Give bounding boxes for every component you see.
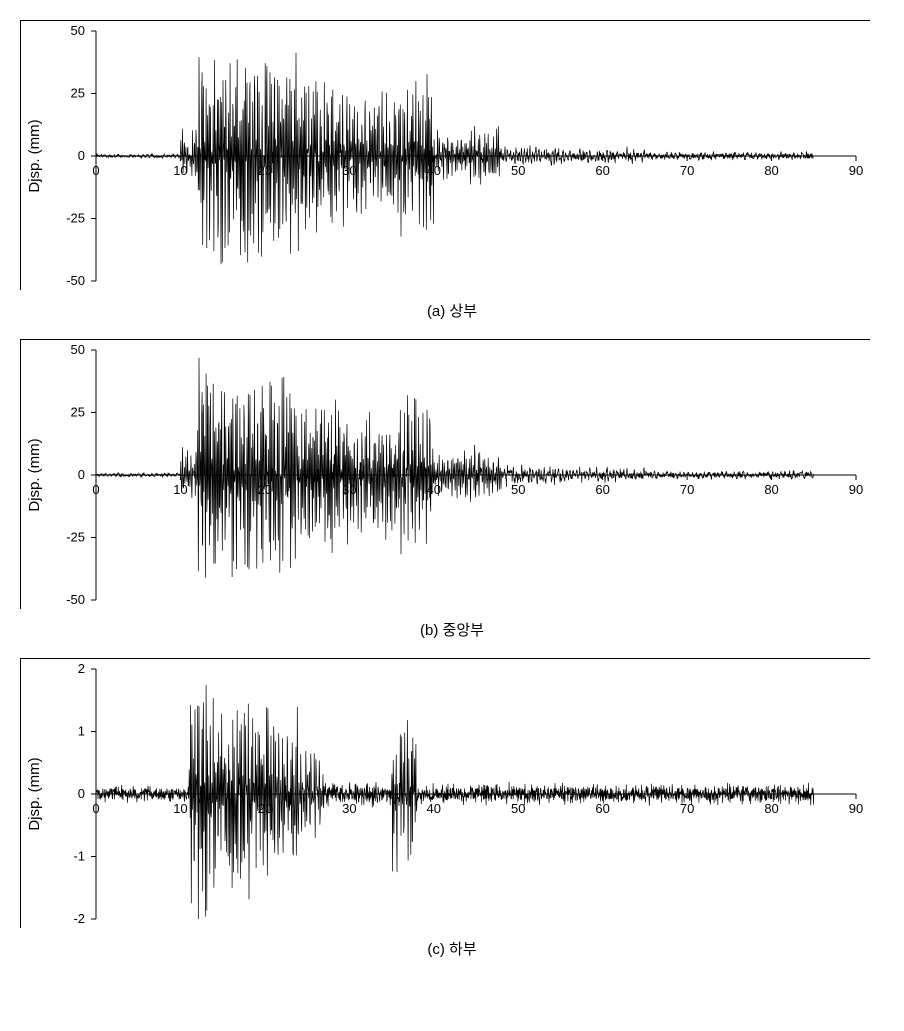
ytick-label: 25 bbox=[71, 405, 85, 420]
ytick-label: -25 bbox=[66, 211, 85, 226]
xtick-label: 60 bbox=[595, 163, 609, 178]
ytick-label: 0 bbox=[78, 148, 85, 163]
xtick-label: 10 bbox=[173, 801, 187, 816]
ytick-label: 50 bbox=[71, 342, 85, 357]
ytick-label: -50 bbox=[66, 592, 85, 607]
xtick-label: 70 bbox=[680, 163, 694, 178]
xtick-label: 90 bbox=[849, 163, 863, 178]
ytick-label: 0 bbox=[78, 786, 85, 801]
xtick-label: 60 bbox=[595, 482, 609, 497]
chart-border: 0102030405060708090-50-2502550Djsp. (mm) bbox=[20, 20, 870, 290]
ytick-label: 0 bbox=[78, 467, 85, 482]
xtick-label: 80 bbox=[764, 482, 778, 497]
xtick-label: 90 bbox=[849, 482, 863, 497]
chart-border: 0102030405060708090-50-2502550Djsp. (mm) bbox=[20, 339, 870, 609]
caption-b: (b) 중앙부 bbox=[20, 619, 884, 640]
xtick-label: 40 bbox=[427, 801, 441, 816]
xtick-label: 70 bbox=[680, 482, 694, 497]
ytick-label: 25 bbox=[71, 86, 85, 101]
y-axis-label: Djsp. (mm) bbox=[26, 757, 43, 830]
ytick-label: -2 bbox=[73, 911, 85, 926]
xtick-label: 0 bbox=[92, 801, 99, 816]
xtick-label: 50 bbox=[511, 801, 525, 816]
ytick-label: 1 bbox=[78, 724, 85, 739]
xtick-label: 0 bbox=[92, 482, 99, 497]
chart-c: 0102030405060708090-2-1012Djsp. (mm) bbox=[21, 659, 871, 929]
xtick-label: 50 bbox=[511, 482, 525, 497]
xtick-label: 10 bbox=[173, 482, 187, 497]
chart-block-c: 0102030405060708090-2-1012Djsp. (mm)(c) … bbox=[20, 658, 884, 959]
ytick-label: -1 bbox=[73, 849, 85, 864]
xtick-label: 0 bbox=[92, 163, 99, 178]
ytick-label: 50 bbox=[71, 23, 85, 38]
caption-a: (a) 상부 bbox=[20, 300, 884, 321]
xtick-label: 10 bbox=[173, 163, 187, 178]
y-axis-label: Djsp. (mm) bbox=[26, 119, 43, 192]
ytick-label: -50 bbox=[66, 273, 85, 288]
xtick-label: 80 bbox=[764, 163, 778, 178]
chart-block-b: 0102030405060708090-50-2502550Djsp. (mm)… bbox=[20, 339, 884, 640]
caption-c: (c) 하부 bbox=[20, 938, 884, 959]
figure-container: 0102030405060708090-50-2502550Djsp. (mm)… bbox=[20, 20, 884, 959]
xtick-label: 80 bbox=[764, 801, 778, 816]
ytick-label: 2 bbox=[78, 661, 85, 676]
y-axis-label: Djsp. (mm) bbox=[26, 438, 43, 511]
xtick-label: 30 bbox=[342, 801, 356, 816]
xtick-label: 90 bbox=[849, 801, 863, 816]
xtick-label: 60 bbox=[595, 801, 609, 816]
panels-root: 0102030405060708090-50-2502550Djsp. (mm)… bbox=[20, 20, 884, 959]
chart-a: 0102030405060708090-50-2502550Djsp. (mm) bbox=[21, 21, 871, 291]
ytick-label: -25 bbox=[66, 530, 85, 545]
chart-block-a: 0102030405060708090-50-2502550Djsp. (mm)… bbox=[20, 20, 884, 321]
xtick-label: 50 bbox=[511, 163, 525, 178]
chart-border: 0102030405060708090-2-1012Djsp. (mm) bbox=[20, 658, 870, 928]
chart-b: 0102030405060708090-50-2502550Djsp. (mm) bbox=[21, 340, 871, 610]
